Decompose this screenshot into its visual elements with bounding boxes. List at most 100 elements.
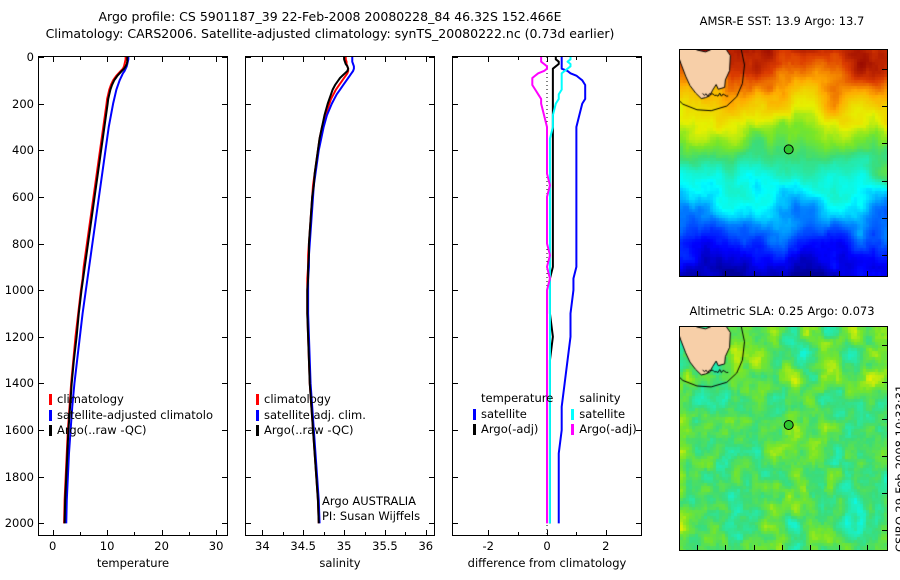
y-tick xyxy=(246,383,251,385)
swatch-salinity-argo xyxy=(571,424,575,436)
map-x-tick xyxy=(838,271,840,276)
legend-header: temperature xyxy=(481,391,554,405)
x-tick xyxy=(303,530,305,535)
map-y-tick xyxy=(882,529,887,531)
difference-legend: temperature satellite Argo(-adj) salinit… xyxy=(473,391,637,438)
x-minor-tick-top xyxy=(576,57,578,60)
y-tick-right xyxy=(429,336,434,338)
map-x-tick xyxy=(867,545,869,550)
x-minor-tick xyxy=(134,532,136,535)
legend-item: Argo(-adj) xyxy=(473,422,553,438)
x-tick xyxy=(52,530,54,535)
sst-map-title: AMSR-E SST: 13.9 Argo: 13.7 xyxy=(699,14,865,28)
y-tick-right xyxy=(636,57,641,58)
x-tick-top xyxy=(344,57,346,62)
y-tick-right xyxy=(636,476,641,478)
title-line-1: Argo profile: CS 5901187_39 22-Feb-2008 … xyxy=(98,9,562,24)
x-tick-top xyxy=(547,57,548,62)
map-y-tick xyxy=(882,456,887,457)
difference-axis-title: difference from climatology xyxy=(467,556,627,570)
y-tick-right xyxy=(636,383,641,385)
sla-overlay xyxy=(783,420,794,430)
credit-line-2: PI: Susan Wijffels xyxy=(322,509,421,523)
swatch-climatology xyxy=(49,394,52,406)
y-tick-right xyxy=(429,383,434,385)
depth-tick-label: 1000 xyxy=(4,283,34,298)
legend-header: salinity xyxy=(579,391,621,405)
x-tick-top xyxy=(384,57,386,62)
salinity-curves xyxy=(306,57,355,524)
x-tick-label: 34.5 xyxy=(290,539,317,553)
swatch-argo xyxy=(256,425,259,437)
depth-tick-label: 1400 xyxy=(4,376,34,391)
x-tick xyxy=(547,530,548,535)
y-tick xyxy=(453,476,458,478)
legend-item: Argo(..raw -QC) xyxy=(256,423,436,439)
x-tick-label: 35 xyxy=(336,539,352,553)
y-tick xyxy=(453,196,458,198)
map-x-tick xyxy=(753,545,755,550)
credit-line-1: Argo AUSTRALIA xyxy=(322,494,417,508)
y-tick xyxy=(453,383,458,385)
legend-item: Argo(-adj) xyxy=(571,422,637,438)
y-tick-right xyxy=(429,103,434,105)
y-tick-right xyxy=(429,523,434,525)
y-tick xyxy=(246,430,251,432)
map-y-tick xyxy=(882,218,887,220)
x-tick xyxy=(262,530,264,535)
x-minor-tick-top xyxy=(188,57,190,60)
map-x-tick xyxy=(697,545,698,550)
x-tick-top xyxy=(605,57,607,62)
y-tick-right xyxy=(222,476,227,478)
y-tick-right xyxy=(222,336,227,338)
y-tick-right xyxy=(636,523,641,525)
swatch-satellite xyxy=(256,409,259,421)
page-title: Argo profile: CS 5901187_39 22-Feb-2008 … xyxy=(0,8,660,42)
swatch-salinity-satellite xyxy=(571,408,575,420)
x-minor-tick xyxy=(405,532,407,535)
y-tick xyxy=(246,523,251,525)
x-minor-tick-top xyxy=(405,57,407,60)
temperature-legend: climatology satellite-adjusted climatolo… xyxy=(49,392,249,439)
x-tick-label: 10 xyxy=(99,539,115,553)
temperature-curves xyxy=(63,57,130,524)
x-tick-label: 36 xyxy=(418,539,434,553)
map-y-tick xyxy=(882,106,887,108)
depth-tick-label: 1800 xyxy=(4,469,34,484)
y-tick-right xyxy=(222,290,227,292)
argo-credit: Argo AUSTRALIA PI: Susan Wijffels xyxy=(322,494,420,524)
x-tick xyxy=(161,530,163,535)
x-minor-tick-top xyxy=(517,57,519,60)
map-x-tick xyxy=(782,545,784,550)
temperature-axis-title: temperature xyxy=(96,556,170,570)
legend-column-temperature: temperature satellite Argo(-adj) xyxy=(473,391,553,438)
difference-curves xyxy=(531,57,587,535)
y-tick xyxy=(453,243,458,245)
y-tick-right xyxy=(222,150,227,152)
map-x-tick xyxy=(697,271,698,276)
swatch-argo xyxy=(49,425,52,437)
y-tick xyxy=(39,383,44,385)
y-tick xyxy=(39,336,44,338)
y-tick xyxy=(39,476,44,478)
legend-item: satellite xyxy=(473,407,553,423)
depth-tick-label: 2000 xyxy=(4,516,34,531)
y-tick xyxy=(39,243,44,245)
depth-tick-label: 800 xyxy=(12,236,34,251)
x-tick-top xyxy=(52,57,54,62)
map-y-tick xyxy=(882,68,887,70)
x-minor-tick xyxy=(517,532,519,535)
y-tick xyxy=(453,336,458,338)
x-tick-label: 30 xyxy=(208,539,224,553)
y-tick-right xyxy=(429,57,434,58)
y-tick-right xyxy=(636,243,641,245)
x-minor-tick-top xyxy=(134,57,136,60)
y-tick xyxy=(39,523,44,525)
sst-map[interactable]: 146148150152154156158-42-44-46-48-50-52 xyxy=(679,49,888,277)
y-tick xyxy=(39,103,44,105)
y-tick-right xyxy=(636,103,641,105)
y-tick-right xyxy=(636,290,641,292)
sla-map[interactable]: 146148150152154156158-42-44-46-48-50-52 xyxy=(679,326,888,551)
x-tick-top xyxy=(425,57,427,62)
